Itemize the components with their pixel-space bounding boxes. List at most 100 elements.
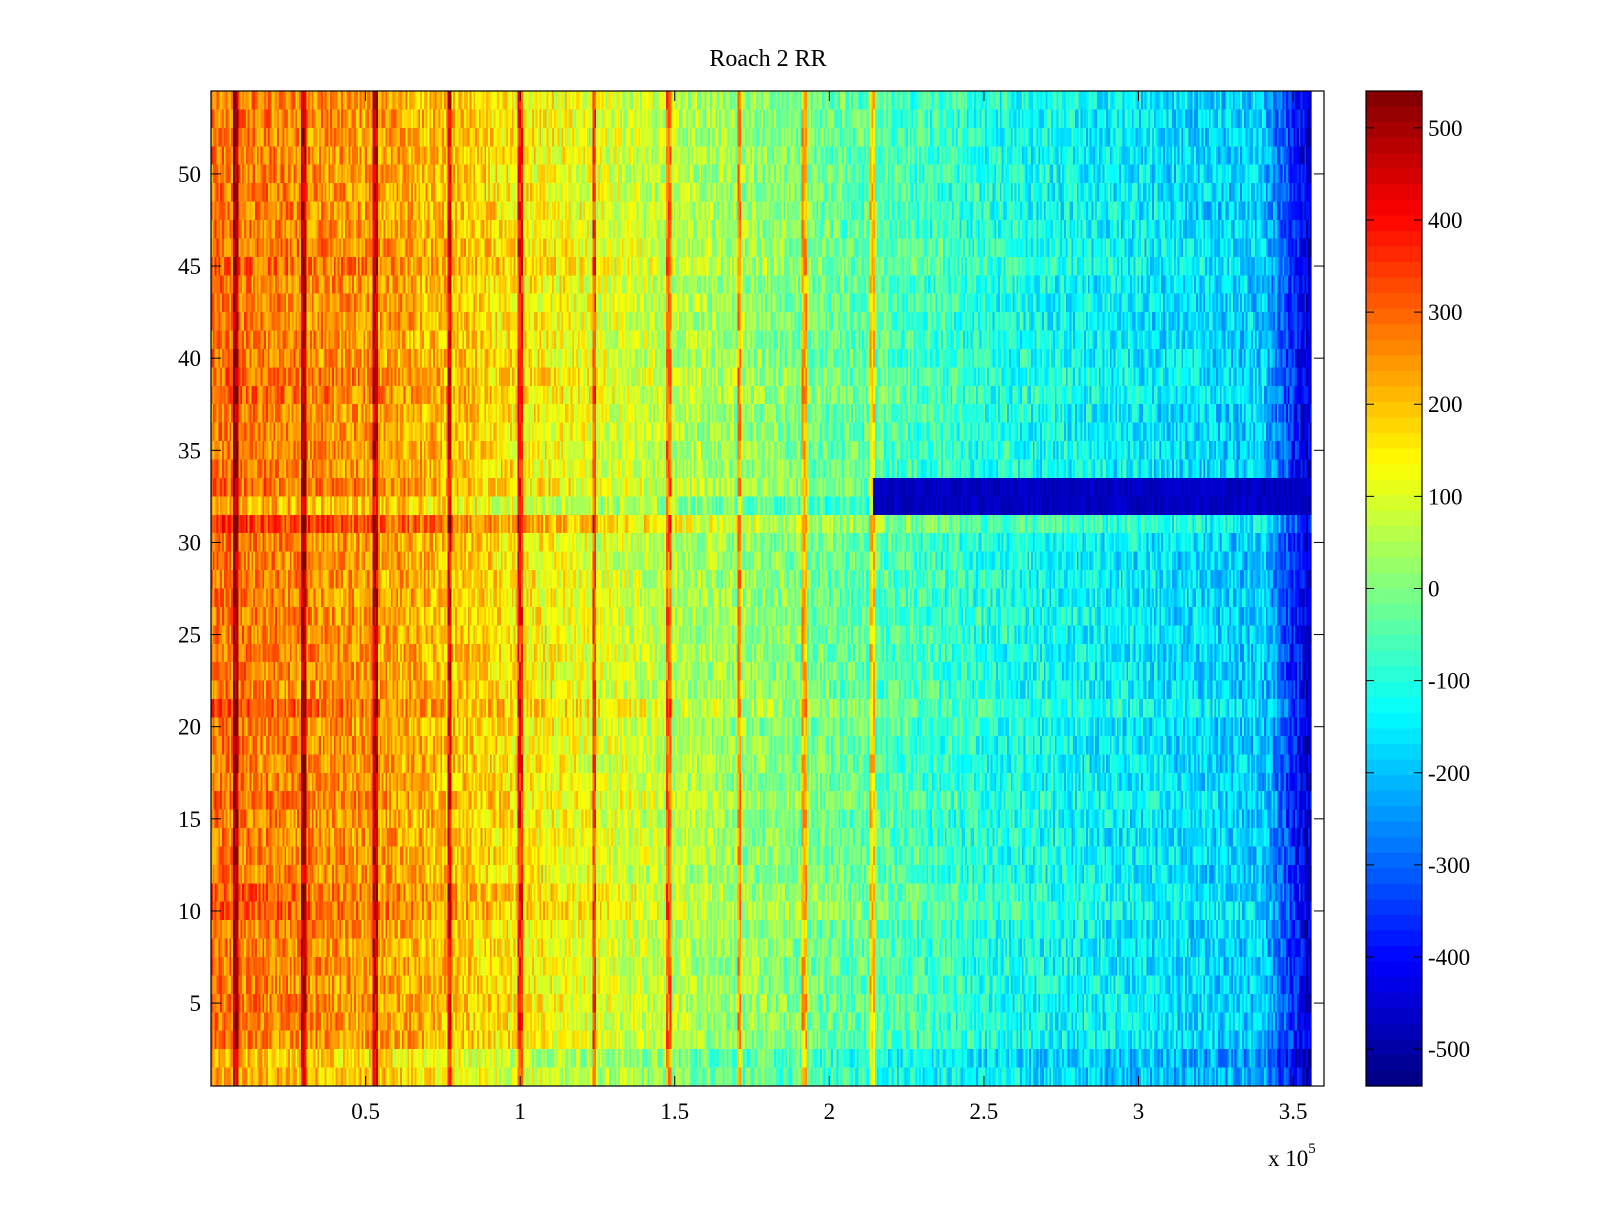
colorbar-tick-label: -100 bbox=[1428, 669, 1470, 694]
colorbar-swatch bbox=[1366, 1023, 1422, 1040]
colorbar-tick-label: 400 bbox=[1428, 208, 1463, 233]
colorbar-swatch bbox=[1366, 339, 1422, 356]
y-tick-label: 30 bbox=[178, 530, 201, 555]
colorbar-swatch bbox=[1366, 837, 1422, 854]
colorbar-swatch bbox=[1366, 199, 1422, 216]
chart-title: Roach 2 RR bbox=[709, 46, 826, 72]
colorbar-swatch bbox=[1366, 743, 1422, 761]
colorbar-swatch bbox=[1366, 106, 1422, 123]
x-axis: 0.5 1 1.5 2 2.5 3 3.5 bbox=[351, 91, 1307, 1124]
colorbar-swatch bbox=[1366, 215, 1422, 232]
colorbar-swatch bbox=[1366, 961, 1422, 978]
colorbar-swatch bbox=[1366, 992, 1422, 1009]
colorbar-swatch bbox=[1366, 277, 1422, 294]
colorbar-swatch bbox=[1366, 386, 1422, 403]
x-tick-label: 1.5 bbox=[660, 1099, 689, 1124]
colorbar-swatch bbox=[1366, 541, 1422, 559]
colorbar-tick-label: -500 bbox=[1428, 1037, 1470, 1062]
colorbar-swatch bbox=[1366, 666, 1422, 683]
x-tick-label: 2.5 bbox=[970, 1099, 999, 1124]
colorbar-swatch bbox=[1366, 433, 1422, 450]
colorbar-swatch bbox=[1366, 324, 1422, 341]
colorbar-swatch bbox=[1366, 230, 1422, 248]
colorbar-swatch bbox=[1366, 355, 1422, 372]
colorbar-swatch bbox=[1366, 1008, 1422, 1025]
colorbar-tick-label: 300 bbox=[1428, 300, 1463, 325]
x-exponent-power: 5 bbox=[1308, 1141, 1316, 1157]
colorbar-swatch bbox=[1366, 448, 1422, 465]
y-tick-label: 35 bbox=[178, 438, 201, 463]
colorbar-swatch bbox=[1366, 526, 1422, 543]
colorbar-swatch bbox=[1366, 1039, 1422, 1056]
y-axis: 5 10 15 20 25 30 35 40 45 50 bbox=[178, 162, 1324, 1016]
colorbar-swatch bbox=[1366, 790, 1422, 807]
colorbar-swatch bbox=[1366, 681, 1422, 698]
colorbar-swatch bbox=[1366, 852, 1422, 869]
colorbar-swatch bbox=[1366, 775, 1422, 792]
colorbar-swatch bbox=[1366, 370, 1422, 387]
colorbar-swatch bbox=[1366, 122, 1422, 139]
y-tick-label: 20 bbox=[178, 715, 201, 740]
colorbar-tick-label: 200 bbox=[1428, 392, 1463, 417]
colorbar-swatch bbox=[1366, 137, 1422, 154]
x-tick-label: 3.5 bbox=[1279, 1099, 1308, 1124]
x-tick-label: 3 bbox=[1133, 1099, 1145, 1124]
y-tick-label: 45 bbox=[178, 254, 201, 279]
colorbar-swatch bbox=[1366, 914, 1422, 932]
colorbar-swatch bbox=[1366, 464, 1422, 481]
x-tick-label: 1 bbox=[514, 1099, 526, 1124]
colorbar-swatch bbox=[1366, 168, 1422, 185]
colorbar-swatch bbox=[1366, 495, 1422, 512]
colorbar-swatch bbox=[1366, 510, 1422, 527]
colorbar-swatch bbox=[1366, 184, 1422, 201]
colorbar-swatch bbox=[1366, 262, 1422, 279]
colorbar-swatch bbox=[1366, 712, 1422, 730]
x-exponent-base: x 10 bbox=[1268, 1146, 1308, 1171]
colorbar-tick-label: 500 bbox=[1428, 116, 1463, 141]
colorbar-swatch bbox=[1366, 557, 1422, 574]
colorbar-swatch bbox=[1366, 883, 1422, 901]
y-tick-label: 50 bbox=[178, 162, 201, 187]
colorbar-swatch bbox=[1366, 246, 1422, 263]
colorbar-swatch bbox=[1366, 604, 1422, 621]
plot-frame bbox=[210, 90, 1325, 1087]
colorbar-tick-label: -200 bbox=[1428, 761, 1470, 786]
colorbar-swatch bbox=[1366, 899, 1422, 916]
colorbar-swatch bbox=[1366, 635, 1422, 652]
colorbar-swatch bbox=[1366, 588, 1422, 605]
colorbar-swatch bbox=[1366, 293, 1422, 310]
x-exponent-label: x 105 bbox=[1268, 1141, 1316, 1171]
heatmap-image bbox=[211, 91, 1312, 1086]
colorbar-swatch bbox=[1366, 308, 1422, 325]
heatmap-area bbox=[211, 91, 1312, 1086]
y-tick-label: 15 bbox=[178, 807, 201, 832]
colorbar-tick-label: 0 bbox=[1428, 577, 1440, 602]
colorbar-swatch bbox=[1366, 821, 1422, 838]
x-tick-label: 2 bbox=[824, 1099, 836, 1124]
colorbar-swatch bbox=[1366, 572, 1422, 590]
colorbar-swatch bbox=[1366, 1054, 1422, 1072]
colorbar-swatch bbox=[1366, 91, 1422, 108]
colorbar-swatch bbox=[1366, 650, 1422, 667]
y-tick-label: 5 bbox=[190, 991, 202, 1016]
colorbar-swatch bbox=[1366, 417, 1422, 434]
y-tick-label: 10 bbox=[178, 899, 201, 924]
colorbar-swatch bbox=[1366, 479, 1422, 496]
colorbar-swatch bbox=[1366, 977, 1422, 994]
colorbar-swatch bbox=[1366, 930, 1422, 947]
colorbar-tick-label: 100 bbox=[1428, 484, 1463, 509]
y-tick-label: 25 bbox=[178, 623, 201, 648]
colorbar-swatch bbox=[1366, 946, 1422, 963]
colorbar-swatch bbox=[1366, 759, 1422, 776]
colorbar-swatch bbox=[1366, 1070, 1422, 1087]
colorbar-tick-label: -300 bbox=[1428, 853, 1470, 878]
colorbar-swatch bbox=[1366, 868, 1422, 885]
colorbar-swatch bbox=[1366, 153, 1422, 170]
colorbar-swatch bbox=[1366, 619, 1422, 636]
colorbar-swatch bbox=[1366, 401, 1422, 419]
colorbar-tick-label: -400 bbox=[1428, 945, 1470, 970]
x-tick-label: 0.5 bbox=[351, 1099, 380, 1124]
colorbar-swatch bbox=[1366, 697, 1422, 714]
